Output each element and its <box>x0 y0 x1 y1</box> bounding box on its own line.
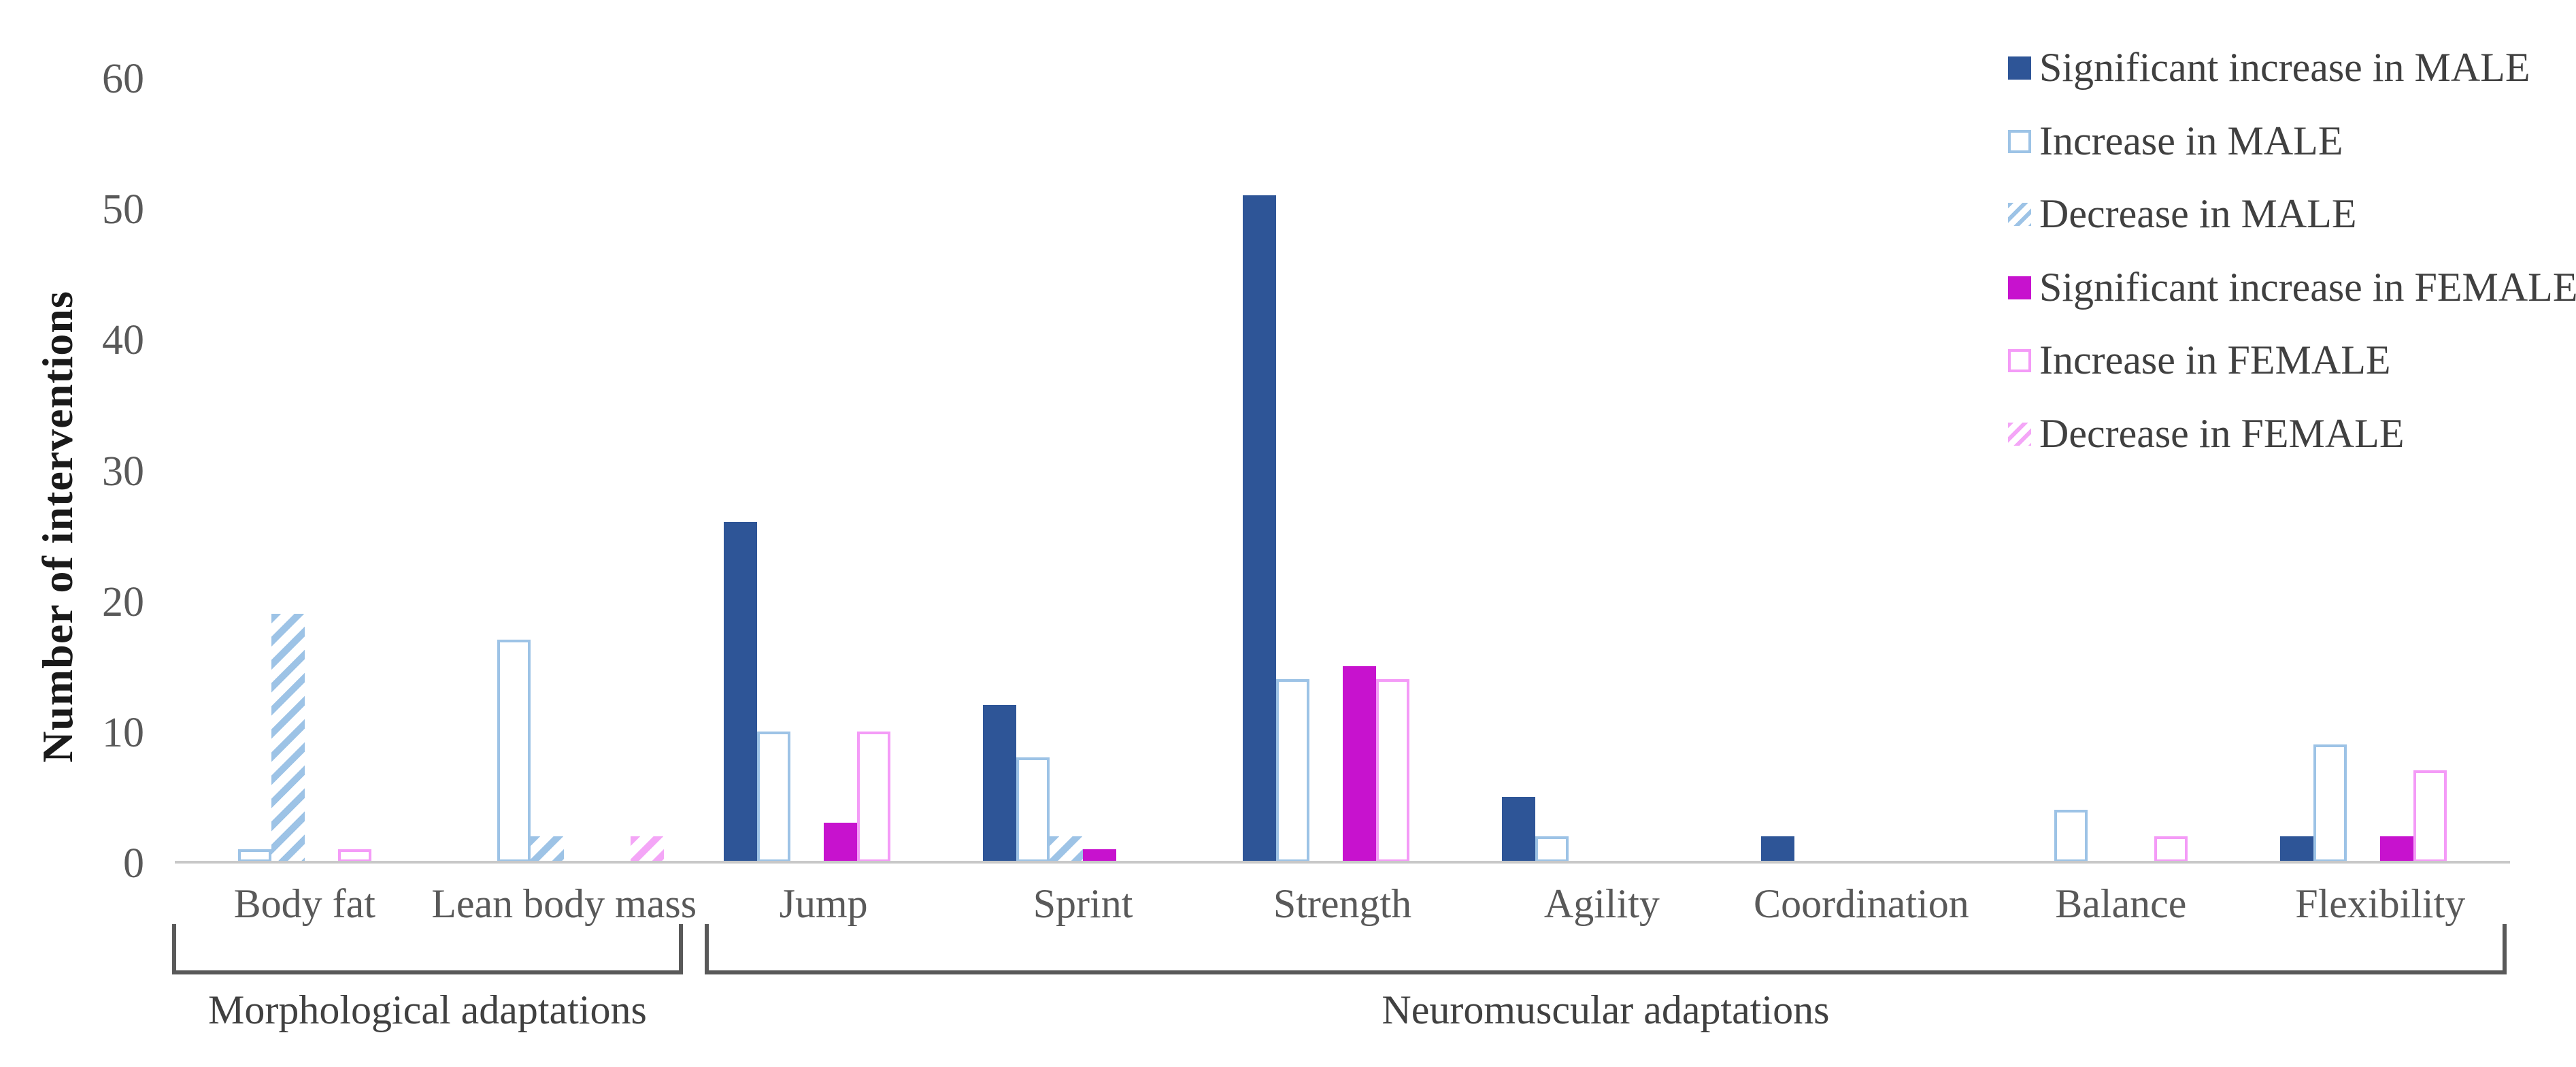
bar <box>1242 195 1276 862</box>
legend-label: Increase in MALE <box>2039 118 2343 163</box>
bracket-end <box>704 924 709 974</box>
bar <box>1501 796 1535 862</box>
bar <box>823 823 857 862</box>
bar <box>337 849 371 862</box>
category-label: Coordination <box>1754 881 1969 926</box>
category-label: Agility <box>1543 881 1660 926</box>
legend-label: Decrease in MALE <box>2039 191 2357 236</box>
category-label: Sprint <box>1033 881 1133 926</box>
legend-label: Significant increase in MALE <box>2039 45 2530 90</box>
category-label: Strength <box>1273 881 1412 926</box>
bracket-end <box>172 924 176 974</box>
bar <box>631 836 665 862</box>
bar <box>2413 770 2447 862</box>
bar <box>1375 678 1409 862</box>
bar <box>723 522 757 862</box>
group-label: Morphological adaptations <box>208 987 647 1032</box>
bar <box>2154 836 2188 862</box>
y-tick-label: 30 <box>102 448 144 495</box>
legend-swatch <box>2008 276 2031 299</box>
category-label: Flexibility <box>2295 881 2466 926</box>
category-label: Balance <box>2055 881 2187 926</box>
y-tick-label: 40 <box>102 317 144 364</box>
x-axis-line <box>175 861 2510 864</box>
category-label: Jump <box>779 881 868 926</box>
bar <box>237 849 271 862</box>
legend-swatch <box>2008 56 2031 80</box>
bar <box>271 613 305 862</box>
bar <box>497 640 531 862</box>
bar <box>1050 836 1084 862</box>
bracket-line <box>172 970 683 974</box>
bar <box>756 731 790 862</box>
y-tick-label: 10 <box>102 709 144 756</box>
category-label: Lean body mass <box>431 881 697 926</box>
bar <box>2054 810 2088 862</box>
y-tick-label: 60 <box>102 56 144 102</box>
bar <box>856 731 890 862</box>
legend-label: Increase in FEMALE <box>2039 338 2391 382</box>
y-tick-label: 20 <box>102 578 144 625</box>
legend-swatch <box>2008 203 2031 226</box>
bracket-line <box>704 970 2507 974</box>
bar <box>2313 744 2347 862</box>
bracket-end <box>678 924 683 974</box>
legend-swatch <box>2008 422 2031 446</box>
bar <box>1016 757 1050 862</box>
y-tick-label: 50 <box>102 186 144 233</box>
group-label: Neuromuscular adaptations <box>1382 987 1830 1032</box>
legend-label: Significant increase in FEMALE <box>2039 264 2576 310</box>
bar <box>1535 836 1569 862</box>
bar <box>1342 666 1376 862</box>
bar <box>983 705 1017 862</box>
legend-label: Decrease in FEMALE <box>2039 410 2405 456</box>
bar <box>1083 849 1117 862</box>
bar <box>531 836 565 862</box>
category-label: Body fat <box>233 881 375 926</box>
legend-swatch <box>2008 129 2031 153</box>
bar <box>2380 836 2414 862</box>
legend-swatch <box>2008 349 2031 372</box>
bar <box>1275 678 1309 862</box>
bracket-end <box>2503 924 2507 974</box>
y-tick-label: 0 <box>123 840 144 887</box>
bar <box>1761 836 1795 862</box>
bar <box>2280 836 2314 862</box>
